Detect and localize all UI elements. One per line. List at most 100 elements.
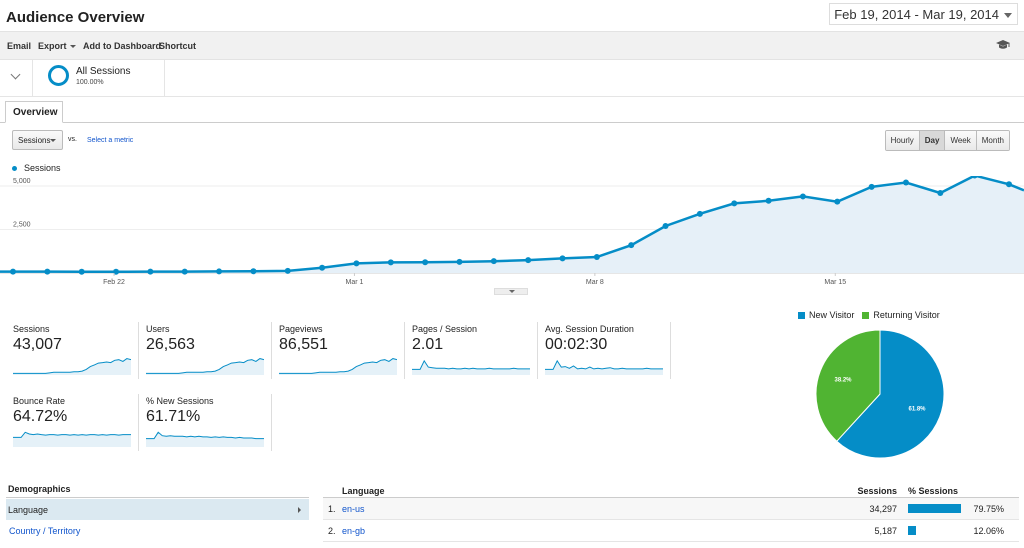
column-header-pct-sessions: % Sessions (908, 486, 959, 496)
period-hourly-button[interactable]: Hourly (885, 131, 920, 150)
data-point[interactable] (284, 267, 291, 274)
segment-all-sessions[interactable]: All Sessions 100.00% (34, 60, 165, 96)
metric-tile[interactable]: Pageviews 86,551 (272, 322, 405, 379)
sparkline-area (412, 360, 530, 375)
demographics-item-language[interactable]: Language (6, 499, 309, 520)
data-point[interactable] (1006, 181, 1012, 188)
sparkline-line (146, 431, 264, 440)
data-point[interactable] (456, 258, 463, 265)
chevron-right-icon (298, 507, 301, 513)
graduation-cap-icon[interactable] (996, 40, 1010, 50)
segment-name: All Sessions (76, 66, 131, 77)
pie-slice-label: 38.2% (834, 378, 852, 384)
data-point[interactable] (44, 268, 51, 275)
data-point[interactable] (147, 268, 154, 275)
pct-bar (908, 526, 917, 535)
data-point[interactable] (902, 179, 909, 186)
metric-tile[interactable]: Users 26,563 (139, 322, 272, 379)
data-point[interactable] (731, 200, 738, 207)
export-button[interactable]: Export (38, 41, 76, 51)
metric-tile[interactable]: Avg. Session Duration 00:02:30 (538, 322, 671, 379)
sparkline-line (279, 358, 397, 374)
legend-item-new-visitor[interactable]: New Visitor (798, 310, 854, 320)
data-point[interactable] (765, 197, 772, 204)
pct-cell: 79.75% (973, 504, 1004, 514)
data-point[interactable] (799, 193, 806, 200)
metric-label: Avg. Session Duration (545, 324, 634, 334)
sparkline-area (13, 432, 131, 447)
pie-slice[interactable] (836, 329, 945, 459)
segment-toggle[interactable] (0, 60, 33, 96)
period-month-button[interactable]: Month (976, 131, 1009, 150)
metric-sparkline (545, 359, 663, 375)
x-tick-label: Mar 8 (586, 279, 604, 286)
date-range-picker[interactable]: Feb 19, 2014 - Mar 19, 2014 (829, 3, 1018, 25)
chevron-down-icon (50, 139, 56, 142)
metric-tile[interactable]: % New Sessions 61.71% (139, 394, 272, 451)
period-day-button[interactable]: Day (919, 131, 946, 150)
data-point[interactable] (834, 198, 841, 205)
data-point[interactable] (490, 258, 497, 265)
data-point[interactable] (387, 259, 394, 266)
sessions-cell: 34,297 (869, 504, 897, 514)
data-point[interactable] (868, 183, 875, 190)
legend-swatch (798, 312, 805, 320)
metric-sparkline (412, 359, 530, 375)
pie-slice-label: 61.8% (908, 406, 926, 412)
sparkline-line (146, 358, 264, 374)
demographics-header: Demographics (6, 484, 309, 498)
email-button[interactable]: Email (7, 41, 32, 51)
metric-label: % New Sessions (146, 396, 214, 406)
metric-label: Pages / Session (412, 324, 478, 334)
metric-sparkline (279, 358, 397, 375)
data-point[interactable] (559, 255, 566, 262)
visitor-type-pie-chart: 61.8% 38.2% (815, 329, 945, 459)
data-point[interactable] (78, 268, 85, 275)
pie-slice[interactable] (815, 329, 881, 442)
language-link[interactable]: en-us (342, 504, 365, 514)
sessions-line-chart: 5,000 2,500 Feb 22 Mar 1 Mar 8 Mar 15 (0, 176, 1024, 286)
legend-item-returning-visitor[interactable]: Returning Visitor (862, 310, 940, 320)
add-to-dashboard-button[interactable]: Add to Dashboard (83, 41, 161, 51)
data-point[interactable] (216, 268, 223, 275)
data-point[interactable] (662, 223, 669, 230)
data-point[interactable] (593, 253, 600, 260)
metric-tile[interactable]: Pages / Session 2.01 (405, 322, 538, 379)
data-point[interactable] (10, 268, 16, 275)
demographics-item-country[interactable]: Country / Territory (9, 526, 81, 536)
pct-bar (908, 504, 962, 513)
select-a-metric-link[interactable]: Select a metric (87, 137, 134, 144)
data-point[interactable] (525, 257, 532, 264)
metric-tile[interactable]: Sessions 43,007 (6, 322, 139, 379)
series-legend-label: Sessions (24, 163, 61, 173)
metric-label: Sessions (13, 324, 50, 334)
metric-sparkline (146, 358, 264, 375)
period-week-button[interactable]: Week (945, 131, 977, 150)
data-point[interactable] (353, 260, 360, 267)
metric-tile[interactable]: Bounce Rate 64.72% (6, 394, 139, 451)
chevron-down-icon (1004, 13, 1012, 18)
legend-label: Returning Visitor (873, 310, 940, 320)
data-point[interactable] (181, 268, 188, 275)
legend-swatch (862, 312, 870, 320)
series-line (0, 176, 1024, 274)
metric-sparkline (13, 358, 131, 375)
tab-overview[interactable]: Overview (5, 101, 63, 123)
shortcut-button[interactable]: Shortcut (159, 41, 196, 51)
page-title: Audience Overview (6, 9, 145, 26)
data-point[interactable] (628, 242, 635, 249)
table-row: 2. en-gb 5,187 12.06% (323, 520, 1019, 542)
data-point[interactable] (971, 176, 978, 179)
sparkline-area (146, 432, 264, 447)
data-point[interactable] (696, 210, 703, 217)
metric-label: Bounce Rate (13, 396, 66, 406)
metric-sparkline (146, 431, 264, 447)
metric-select[interactable]: Sessions (12, 130, 63, 150)
data-point[interactable] (319, 264, 326, 271)
data-point[interactable] (422, 259, 429, 266)
language-link[interactable]: en-gb (342, 526, 366, 536)
data-point[interactable] (937, 189, 944, 196)
data-point[interactable] (250, 268, 257, 275)
table-header: Language Sessions % Sessions (323, 482, 1019, 498)
chart-collapse-handle[interactable] (494, 288, 528, 295)
